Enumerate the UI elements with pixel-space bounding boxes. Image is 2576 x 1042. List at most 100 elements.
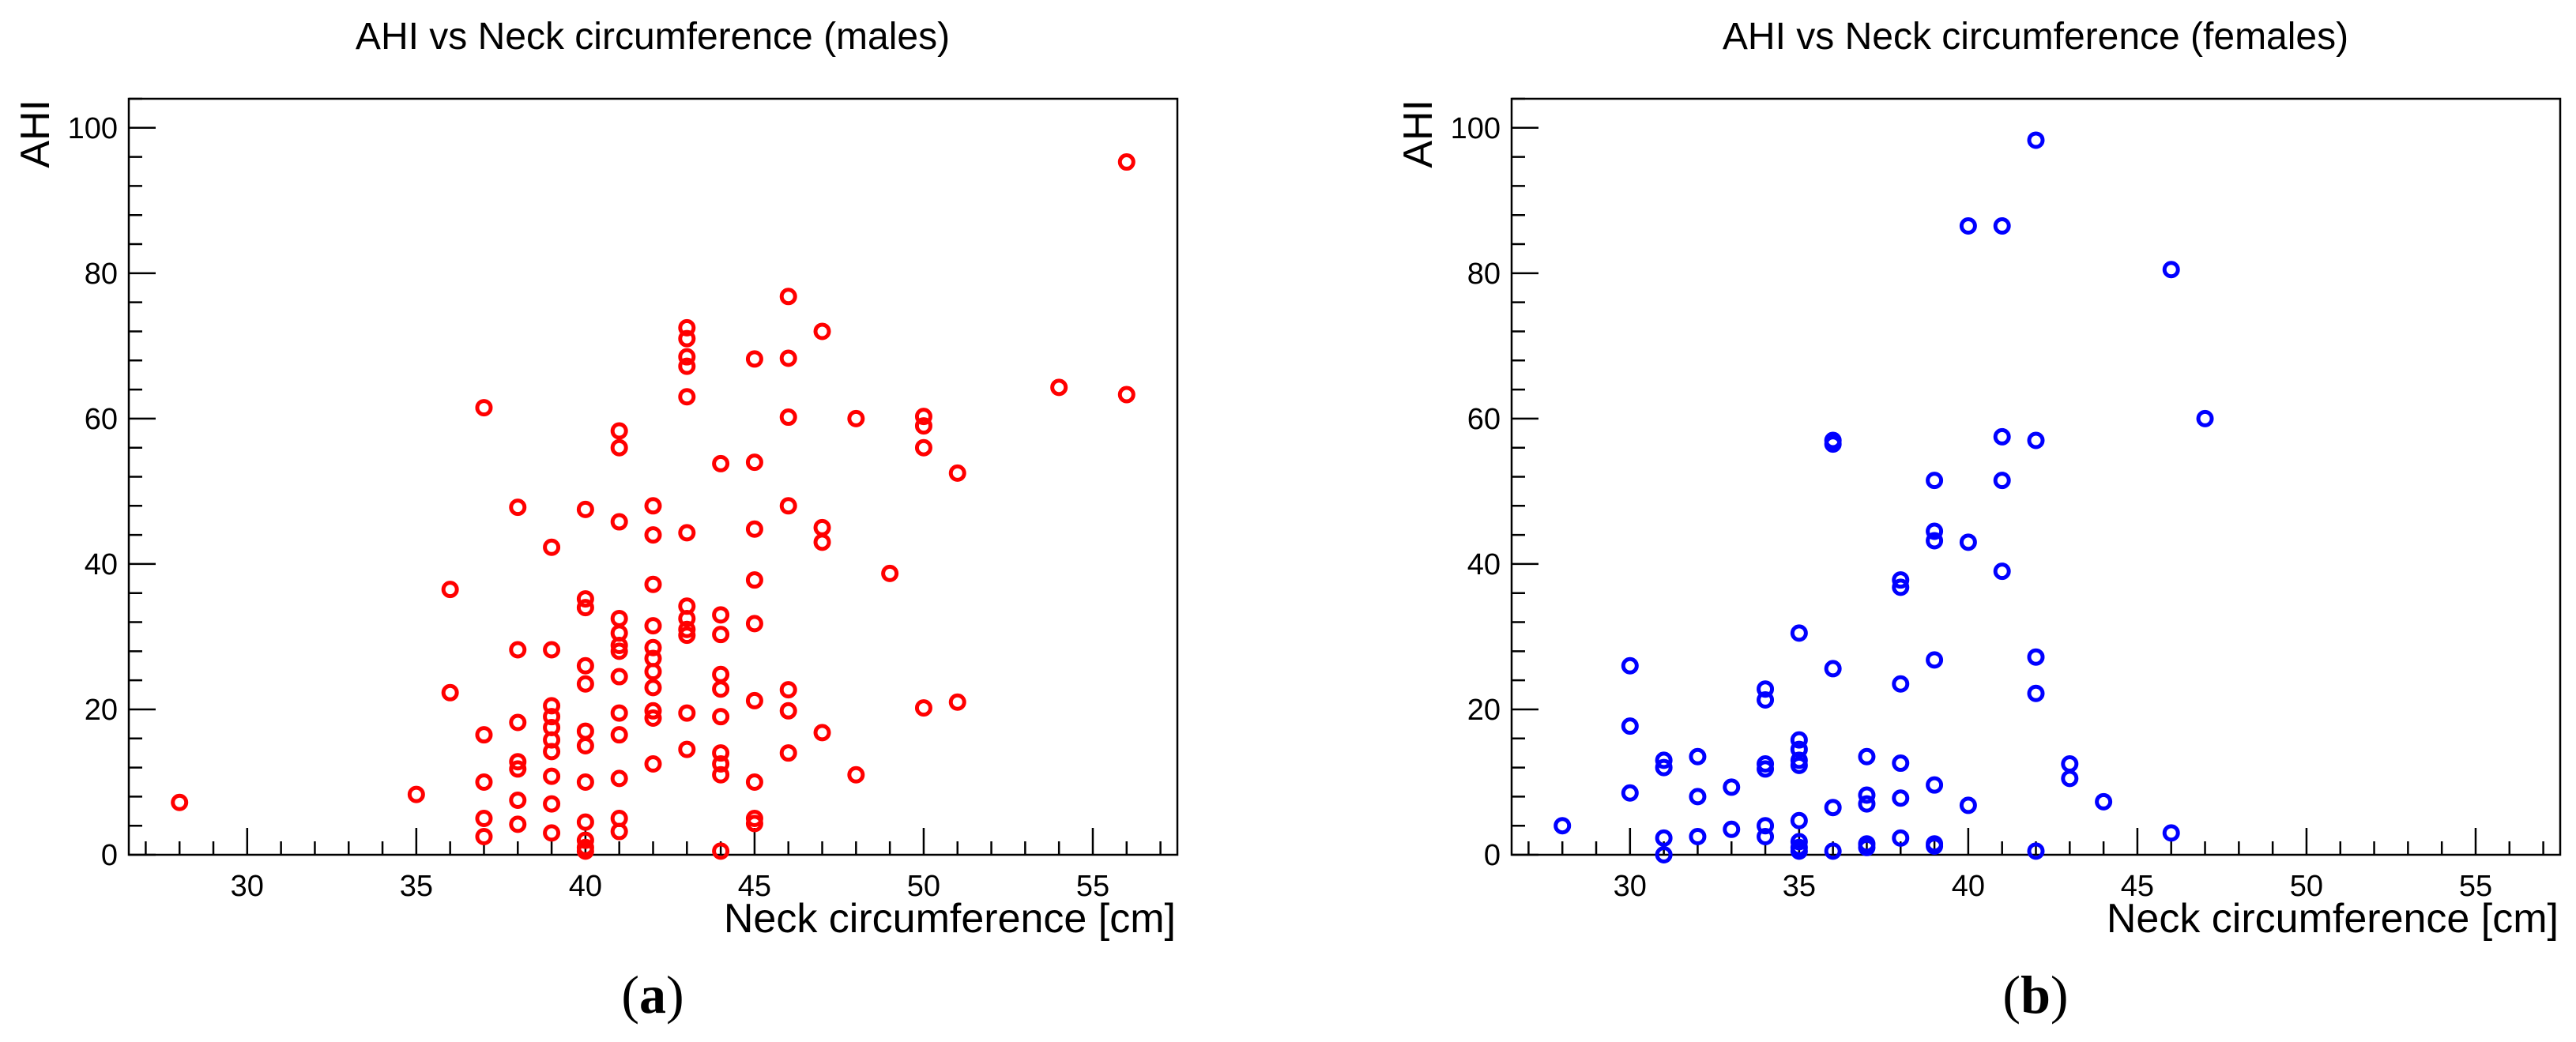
data-point [543,767,561,785]
data-point [2162,261,2180,279]
chart-panel-b: 30 35 40 45 50 55 0 20 40 60 80 100 AHI vs Neck circ… [1395,16,2562,1025]
data-point [475,399,493,417]
data-point [847,766,865,784]
data-point [1757,817,1775,835]
data-point [1959,796,1977,814]
data-point [475,827,493,845]
data-point [1050,378,1068,397]
data-point [509,815,527,833]
data-point [1655,751,1673,769]
data-point [678,357,696,375]
data-point [745,691,763,709]
data-point [678,524,696,542]
data-point [543,708,561,726]
x-tick-label: 30 [1614,870,1647,903]
data-point [779,288,797,306]
data-point [678,318,696,337]
data-point [1926,522,1944,540]
data-point [1689,827,1707,845]
data-point [509,498,527,517]
data-point [813,533,831,551]
data-point [745,571,763,589]
data-point [644,679,662,697]
data-point [1790,756,1808,774]
x-axis-label: Neck circumference [cm] [724,896,1176,942]
data-point [610,642,628,660]
data-point [441,683,459,702]
data-point [2027,431,2045,450]
data-point [610,769,628,788]
data-point [678,348,696,366]
y-tick-label: 80 [1467,258,1501,291]
data-point [813,322,831,340]
data-point [576,842,594,860]
data-point [1824,660,1842,678]
data-point [1824,842,1842,860]
x-tick-label: 45 [738,870,771,903]
data-point [543,697,561,715]
data-point [1858,747,1876,766]
data-point [712,754,730,773]
data-point [1757,827,1775,845]
data-point [779,744,797,762]
data-point [712,708,730,726]
x-tick-label: 50 [2290,870,2323,903]
data-point [1723,778,1741,796]
data-point [1926,472,1944,490]
x-tick-label: 50 [907,870,940,903]
panel-label: (b) [2002,965,2068,1025]
data-point [1689,747,1707,766]
data-point [1655,758,1673,777]
data-point [712,626,730,644]
data-point [779,497,797,515]
data-point [678,620,696,638]
data-point [2027,131,2045,149]
data-point [644,575,662,593]
data-point [543,538,561,556]
y-tick-label: 60 [1467,403,1501,436]
data-point [2095,792,2113,811]
data-point [543,641,561,659]
data-point [509,791,527,809]
data-point [712,665,730,683]
data-point [2061,769,2079,788]
data-point [745,773,763,791]
data-point [1959,217,1977,235]
data-point [171,793,189,811]
y-tick-label: 40 [1467,548,1501,581]
data-point [779,702,797,720]
data-point [1757,680,1775,698]
data-point [1655,829,1673,847]
data-point [1858,786,1876,804]
data-point [914,699,932,717]
data-point [678,329,696,348]
data-point [576,722,594,740]
data-point [1926,776,1944,794]
data-point [712,606,730,624]
data-point [610,609,628,627]
data-point [1892,578,1910,596]
data-point [745,615,763,633]
x-tick-label: 55 [1076,870,1109,903]
data-point [678,388,696,406]
x-tick-label: 30 [231,870,264,903]
data-point [2061,754,2079,773]
data-point [576,590,594,608]
data-point [1757,690,1775,709]
data-point [644,526,662,544]
data-point [1993,427,2011,446]
plot-frame [127,97,1179,856]
data-point [1723,820,1741,838]
data-point [475,809,493,827]
data-point [678,626,696,645]
data-point [1993,217,2011,235]
data-point [407,785,425,803]
plot-frame [1510,97,2562,856]
data-point [1892,754,1910,773]
data-point [1959,533,1977,551]
x-axis-label: Neck circumference [cm] [2107,896,2559,942]
data-point [2196,409,2214,427]
data-point [678,704,696,722]
data-point [1892,675,1910,693]
